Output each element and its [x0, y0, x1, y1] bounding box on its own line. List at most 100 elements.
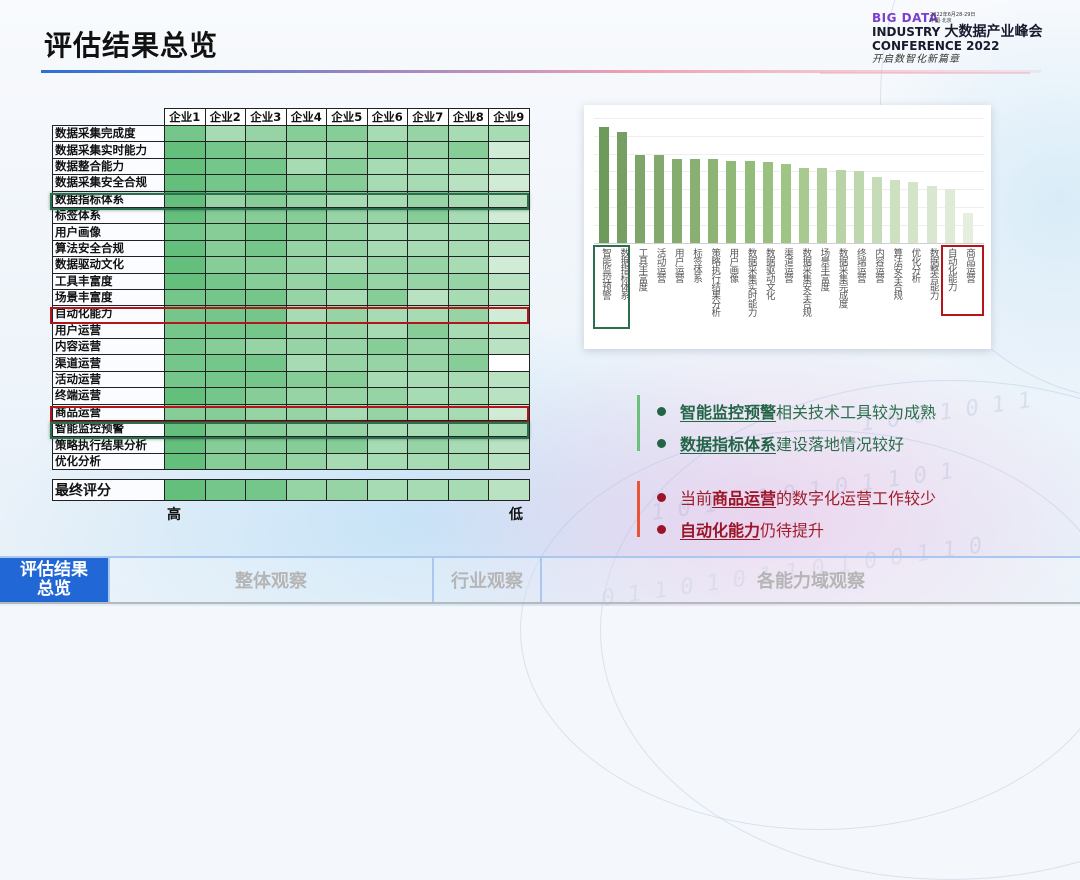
heat-cell: [488, 354, 530, 372]
chart-bar: [708, 158, 719, 243]
heat-cell: [447, 354, 489, 372]
heat-cell: [285, 288, 327, 307]
row-label: 场景丰富度: [52, 288, 165, 307]
chart-bar: [963, 212, 973, 243]
nav-tab-overall[interactable]: 整体观察: [110, 558, 434, 602]
heat-cell: [204, 190, 246, 208]
heat-cell: [447, 239, 489, 258]
heat-cell: [407, 174, 449, 192]
table-row: 用户运营: [52, 321, 530, 340]
heat-cell: [204, 157, 246, 176]
title-underline: [41, 70, 1041, 73]
nav-tab-capability-domains[interactable]: 各能力域观察: [542, 558, 1080, 602]
heat-cell: [285, 420, 327, 438]
heat-cell: [285, 305, 327, 323]
table-row: 终端运营: [52, 387, 530, 405]
heat-cell: [164, 305, 206, 323]
heat-cell: [407, 370, 449, 389]
x-axis-label: 渠道运营: [782, 248, 793, 282]
heat-cell: [245, 272, 287, 290]
heat-cell: [366, 370, 408, 389]
heat-cell: [245, 387, 287, 405]
heat-cell: [407, 387, 449, 405]
row-label: 标签体系: [52, 206, 165, 225]
heat-cell: [488, 157, 530, 176]
heat-cell: [164, 288, 206, 307]
chart-bar: [762, 162, 773, 243]
heat-cell: [407, 452, 449, 471]
heat-cell: [285, 206, 327, 225]
chart-bar: [781, 164, 791, 243]
final-score-label: 最终评分: [52, 479, 165, 501]
heat-cell: [447, 436, 489, 454]
chart-bar: [944, 189, 955, 243]
chart-bar: [690, 158, 700, 243]
heat-cell: [488, 272, 530, 290]
heat-cell: [366, 272, 408, 290]
x-axis-label: 工具丰富度: [636, 248, 648, 291]
heat-cell: [366, 206, 408, 225]
heat-cell: [204, 272, 246, 290]
x-axis-label: 策略执行结果分析: [709, 248, 721, 316]
heat-cell: [285, 321, 327, 340]
nav-tab-industry[interactable]: 行业观察: [434, 558, 542, 602]
heat-cell: [285, 239, 327, 258]
heat-cell: [447, 124, 489, 143]
weakness-item: 自动化能力仍待提升: [657, 517, 824, 541]
heat-cell: [245, 288, 287, 307]
heat-cell: [204, 174, 246, 192]
capability-bar-chart: 智能监控预警 数据指标体系 工具丰富度 活动运营 用户运营 标签体系 策略执行结果分析 用户画…: [584, 105, 991, 349]
heat-cell: [285, 256, 327, 274]
heat-cell: [488, 305, 530, 323]
final-score-cell: [366, 479, 408, 501]
heat-cell: [326, 239, 368, 258]
heat-cell: [366, 436, 408, 454]
heat-cell: [164, 420, 206, 438]
heat-cell: [245, 124, 287, 143]
heat-cell: [204, 420, 246, 438]
heat-cell: [164, 452, 206, 471]
row-label: 数据整合能力: [52, 157, 165, 176]
gridline: [594, 153, 984, 155]
heat-cell: [488, 174, 530, 192]
heat-cell: [164, 436, 206, 454]
table-row: 优化分析: [52, 452, 530, 471]
weakness-keyword: 商品运营: [712, 489, 777, 508]
row-label: 策略执行结果分析: [52, 436, 165, 454]
heat-cell: [407, 403, 449, 422]
heat-cell: [285, 190, 327, 208]
strength-text: 建设落地情况较好: [776, 435, 905, 454]
strength-keyword: 数据指标体系: [680, 435, 777, 454]
heat-cell: [285, 370, 327, 389]
table-row: 自动化能力: [52, 305, 530, 323]
heat-cell: [447, 174, 489, 192]
nav-tab-overview[interactable]: 评估结果 总览: [0, 558, 110, 602]
table-row: 内容运营: [52, 338, 530, 356]
x-axis-label: 优化分析: [909, 248, 921, 282]
weakness-text: 仍待提升: [760, 521, 825, 540]
row-label: 用户画像: [52, 223, 165, 241]
logo-underline: [820, 72, 1030, 74]
table-row: 策略执行结果分析: [52, 436, 530, 454]
chart-bar: [817, 167, 828, 243]
heat-cell: [407, 124, 449, 143]
heat-cell: [204, 288, 246, 307]
heat-cell: [164, 272, 206, 290]
heat-cell: [245, 206, 287, 225]
heat-cell: [164, 141, 206, 159]
heat-cell: [204, 403, 246, 422]
x-axis-label: 数据采集安全合规: [800, 248, 812, 316]
table-row: 数据采集完成度: [52, 124, 530, 143]
strength-keyword: 智能监控预警: [680, 403, 777, 422]
strength-item: 数据指标体系建设落地情况较好: [657, 431, 904, 455]
x-axis-label: 标签体系: [691, 248, 702, 282]
heat-cell: [326, 387, 368, 405]
row-label: 自动化能力: [52, 305, 165, 323]
heat-cell: [245, 223, 287, 241]
chart-bar: [835, 169, 846, 243]
scale-low-label: 低: [509, 507, 523, 523]
final-score-cell: [204, 479, 246, 501]
heat-cell: [245, 354, 287, 372]
heat-cell: [285, 124, 327, 143]
nav-tab-label: 整体观察: [235, 571, 307, 592]
